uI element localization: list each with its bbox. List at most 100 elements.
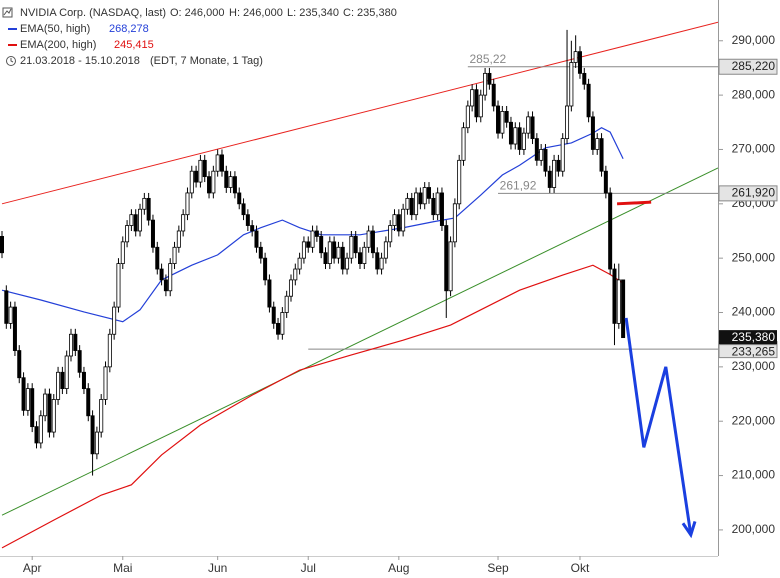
candle-body: [517, 127, 522, 150]
candle-body: [129, 214, 134, 226]
candle-body: [590, 116, 595, 150]
level-label: 285,220: [732, 59, 776, 73]
candle-body: [504, 111, 509, 123]
candle-body: [543, 149, 548, 172]
candle-body: [263, 257, 268, 281]
candle-body: [383, 241, 388, 259]
candle-body: [401, 208, 406, 232]
candle-body: [327, 241, 332, 264]
candle-body: [508, 121, 513, 145]
x-tick-label: Sep: [487, 561, 509, 575]
candle-body: [64, 355, 69, 390]
candle-body: [396, 214, 401, 232]
forecast-arrow: [624, 317, 693, 536]
candle-body: [120, 241, 125, 264]
candle-body: [405, 197, 410, 210]
candle-body: [392, 214, 397, 226]
candle-body: [513, 127, 518, 145]
x-tick-label: Aug: [388, 561, 409, 575]
candle-body: [116, 263, 121, 308]
legend-label: EMA(50, high): [20, 23, 90, 35]
candle-body: [293, 268, 298, 281]
period-note: (EDT, 7 Monate, 1 Tag): [150, 55, 263, 67]
candle-body: [250, 225, 255, 232]
candle-body: [457, 159, 462, 205]
candle-body: [172, 246, 177, 264]
candle-body: [345, 257, 350, 270]
candle-body: [491, 83, 496, 107]
x-tick-label: Mai: [113, 561, 132, 575]
candle-body: [94, 431, 99, 455]
candle-body: [280, 312, 285, 335]
ohlc-high: H: 246,000: [229, 7, 283, 19]
candle-body: [150, 219, 155, 248]
candle-body: [47, 393, 52, 433]
candle-body: [155, 246, 160, 270]
y-tick-label: 270,000: [732, 142, 776, 156]
candle-body: [51, 399, 56, 433]
x-tick-label: Jun: [208, 561, 227, 575]
level-label: 233,265: [732, 344, 776, 358]
candle-body: [530, 116, 535, 139]
candle-body: [422, 187, 427, 205]
candle-body: [556, 159, 561, 172]
candle-body: [112, 306, 117, 335]
candle-body: [565, 105, 570, 139]
candle-body: [336, 246, 341, 259]
axes: 200,000 210,000 220,000 230,000 240,000 250,0…: [23, 33, 775, 575]
candle-body: [90, 415, 95, 455]
candle-body: [448, 241, 453, 292]
trend-line: [1, 21, 718, 205]
candle-body: [599, 138, 604, 172]
candle-body: [349, 236, 354, 259]
candle-body: [198, 159, 203, 183]
candle-body: [189, 170, 194, 194]
last-price-label: 235,380: [732, 330, 776, 344]
candle-body: [163, 279, 168, 292]
candle-body: [496, 105, 501, 134]
candle-body: [560, 138, 565, 172]
candle-body: [552, 159, 557, 188]
clock-icon: [10, 58, 14, 63]
last-price-box: [719, 330, 777, 346]
candle-body: [254, 230, 259, 248]
candle-body: [362, 246, 367, 264]
candle-body: [521, 132, 526, 150]
candle-body: [219, 154, 224, 172]
candle-body: [332, 241, 337, 259]
ohlc-open: O: 246,000: [170, 7, 224, 19]
candle-body: [431, 197, 436, 216]
candle-body: [4, 290, 9, 324]
y-tick-label: 250,000: [732, 250, 776, 264]
y-tick-label: 200,000: [732, 522, 776, 536]
candle-body: [577, 51, 582, 74]
candle-body: [228, 176, 233, 188]
candle-body: [487, 72, 492, 85]
candle-body: [211, 170, 216, 194]
header: NVIDIA Corp. (NASDAQ, last) O: 246,000 H…: [2, 7, 397, 67]
chart-icon: [3, 8, 12, 16]
clock-icon: [6, 56, 16, 66]
candle-body: [38, 415, 43, 444]
level-label: 261,920: [732, 186, 776, 200]
ema-line: [1, 264, 624, 549]
candle-body: [461, 127, 466, 161]
candle-body: [194, 170, 199, 183]
ohlc-close: C: 235,380: [343, 7, 397, 19]
candle-body: [616, 279, 621, 324]
candle-body: [388, 225, 393, 243]
candle-body: [284, 295, 289, 313]
candle-body: [586, 83, 591, 118]
candle-body: [185, 192, 190, 216]
candle-body: [81, 371, 86, 390]
candle-body: [0, 236, 4, 254]
candle-body: [159, 268, 164, 281]
candle-body: [547, 170, 552, 188]
candle-body: [340, 246, 345, 270]
candle-body: [452, 203, 457, 243]
candle-body: [427, 187, 432, 199]
chart-title: NVIDIA Corp. (NASDAQ, last): [20, 7, 166, 19]
candle-body: [176, 230, 181, 248]
candle-body: [271, 306, 276, 324]
